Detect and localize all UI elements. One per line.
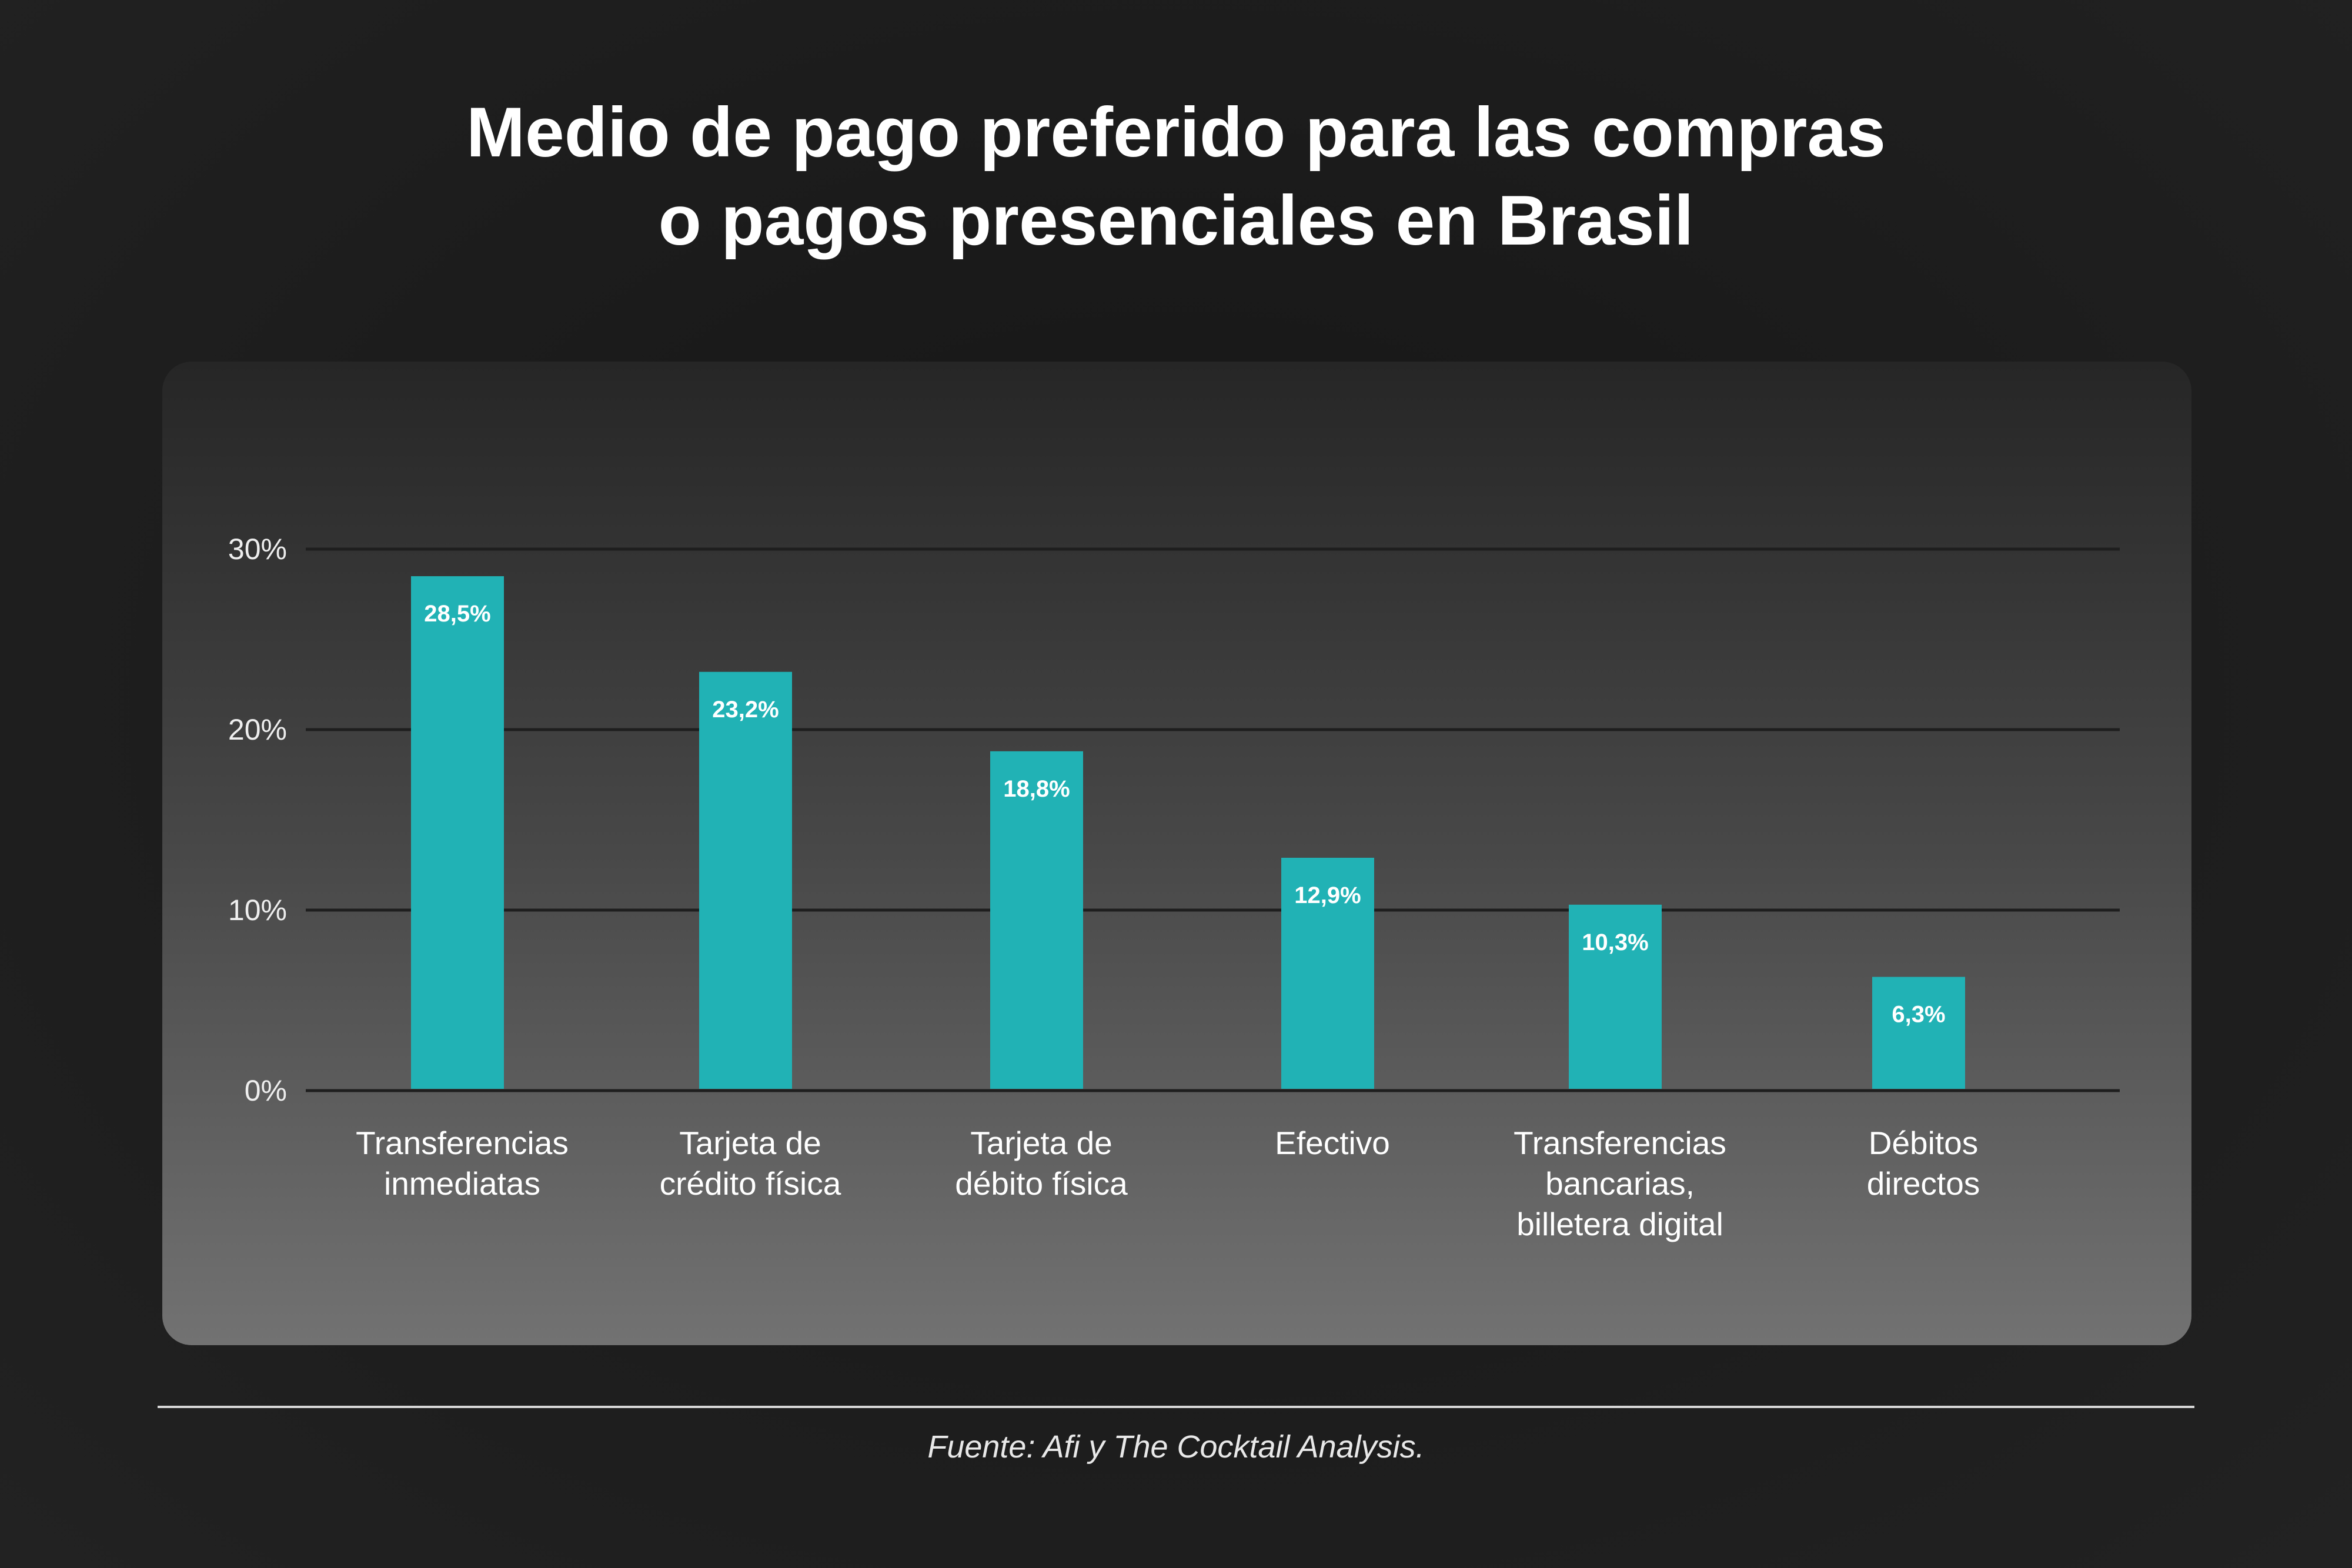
source-note: Fuente: Afi y The Cocktail Analysis.	[927, 1429, 1425, 1465]
x-tick-label: Transferencias	[1514, 1125, 1726, 1161]
x-tick-label: Efectivo	[1275, 1125, 1390, 1161]
bar	[1281, 857, 1374, 1089]
data-label: 18,8%	[1003, 776, 1070, 802]
bar	[1569, 904, 1662, 1089]
x-tick-label: Transferencias	[356, 1125, 569, 1161]
data-label: 10,3%	[1582, 930, 1648, 955]
x-tick-label: inmediatas	[384, 1165, 540, 1202]
x-tick-label: Tarjeta de	[679, 1125, 821, 1161]
chart-title-line-2: o pagos presenciales en Brasil	[658, 181, 1694, 260]
bar	[699, 671, 792, 1089]
chart-title: Medio de pago preferido para las compras…	[0, 88, 2352, 265]
x-tick-label: billetera digital	[1516, 1206, 1723, 1242]
y-tick-label: 0%	[245, 1074, 287, 1107]
divider	[158, 1406, 2194, 1408]
chart-title-line-1: Medio de pago preferido para las compras	[466, 93, 1886, 172]
x-tick-label: débito física	[955, 1165, 1128, 1202]
x-tick-label: Débitos	[1869, 1125, 1978, 1161]
data-label: 6,3%	[1892, 1002, 1945, 1028]
x-tick-label: bancarias,	[1545, 1165, 1695, 1202]
x-tick-label: directos	[1867, 1165, 1980, 1202]
bar	[990, 751, 1083, 1089]
x-tick-label: Tarjeta de	[970, 1125, 1112, 1161]
data-label: 28,5%	[424, 601, 490, 627]
y-tick-label: 30%	[228, 533, 287, 566]
data-label: 23,2%	[712, 697, 779, 723]
x-tick-label: crédito física	[660, 1165, 841, 1202]
bar	[411, 576, 504, 1089]
data-label: 12,9%	[1294, 882, 1361, 908]
y-tick-label: 10%	[228, 894, 287, 927]
bar	[1872, 977, 1965, 1089]
y-tick-label: 20%	[228, 713, 287, 746]
